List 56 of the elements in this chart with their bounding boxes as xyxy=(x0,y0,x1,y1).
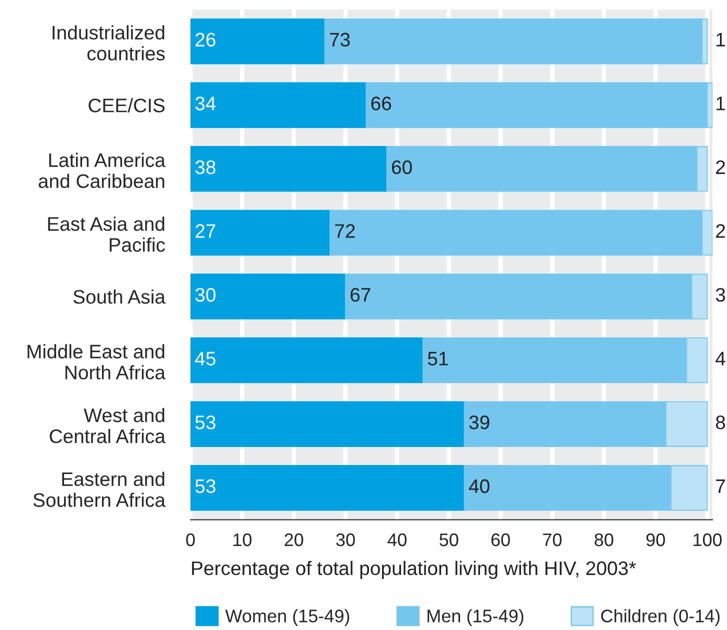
data-label: 2 xyxy=(716,160,725,174)
y-tick-label: Industrialized countries xyxy=(52,25,165,60)
data-label: 26 xyxy=(196,32,216,47)
x-tick-label: 70 xyxy=(543,533,562,546)
data-label: 1 xyxy=(716,96,725,110)
y-tick-label: Middle East and North Africa xyxy=(28,344,166,380)
bar xyxy=(190,18,326,64)
x-tick-label: 100 xyxy=(694,533,722,546)
data-label: 8 xyxy=(716,416,726,430)
data-label: 40 xyxy=(468,479,490,494)
data-label: 67 xyxy=(350,288,370,302)
data-label: 30 xyxy=(195,288,216,302)
x-tick-label: 80 xyxy=(594,533,614,546)
y-tick-label: Eastern and Southern Africa xyxy=(33,472,166,507)
x-tick-label: 30 xyxy=(336,533,355,546)
data-label: 38 xyxy=(195,160,216,174)
x-tick-label: 10 xyxy=(233,533,252,546)
bar xyxy=(190,401,465,447)
bar xyxy=(190,146,388,192)
x-tick-label: 20 xyxy=(284,533,304,546)
x-tick-label: 60 xyxy=(491,533,510,546)
bar xyxy=(190,274,346,320)
data-label: 4 xyxy=(716,352,726,366)
data-label: 27 xyxy=(196,224,216,238)
data-label: 72 xyxy=(335,224,355,238)
data-label: 73 xyxy=(330,32,350,47)
x-tick-label: 40 xyxy=(388,533,407,546)
y-tick-label: East Asia and Pacific xyxy=(48,216,165,252)
bar xyxy=(190,337,424,384)
data-label: 66 xyxy=(371,96,392,110)
data-label: 53 xyxy=(195,479,216,494)
data-label: 3 xyxy=(716,288,726,302)
y-tick-label: West and Central Africa xyxy=(50,408,166,444)
legend-label: Children (0-14) xyxy=(601,609,720,626)
x-axis-title: Percentage of total population living with HIV, 2003* xyxy=(192,560,636,580)
x-tick-label: 50 xyxy=(440,533,458,546)
legend-label: Men (15-49) xyxy=(428,609,524,626)
bar xyxy=(190,82,367,128)
data-label: 45 xyxy=(195,352,216,366)
data-label: 51 xyxy=(428,352,448,366)
data-label: 1 xyxy=(716,32,725,46)
legend-label: Women (15-49) xyxy=(225,609,350,626)
data-label: 53 xyxy=(195,416,216,430)
bar xyxy=(190,464,465,511)
x-tick-label: 90 xyxy=(646,533,665,546)
data-label: 2 xyxy=(716,224,725,238)
data-label: 7 xyxy=(716,480,725,493)
data-label: 34 xyxy=(195,96,216,110)
x-tick-label: 0 xyxy=(186,533,195,546)
bar xyxy=(366,82,708,128)
data-label: 39 xyxy=(469,416,490,430)
y-tick-label: CEE/CIS xyxy=(88,98,165,112)
y-tick-label: Latin America and Caribbean xyxy=(38,152,166,188)
data-label: 60 xyxy=(392,160,412,174)
bar xyxy=(190,210,331,256)
y-tick-label: South Asia xyxy=(73,289,166,304)
